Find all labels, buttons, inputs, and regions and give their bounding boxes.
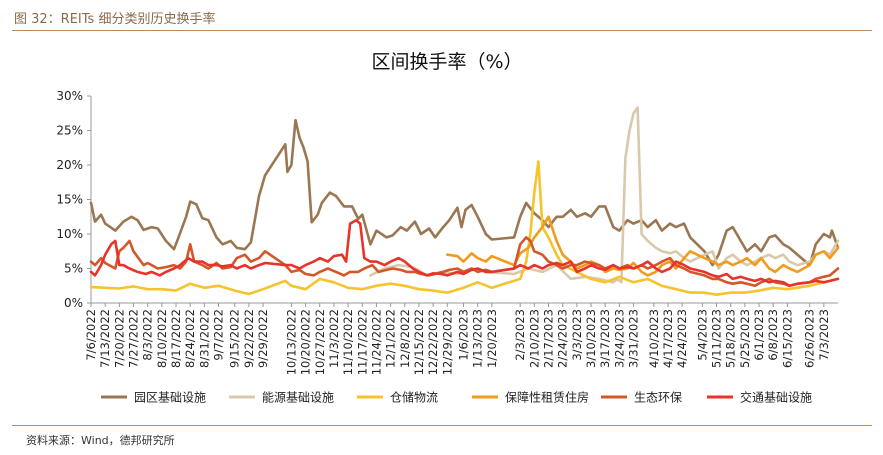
x-tick-label: 8/17/2022 [169, 309, 183, 368]
legend-label: 能源基础设施 [262, 391, 334, 405]
series-line [446, 215, 840, 277]
x-tick-label: 8/3/2022 [141, 309, 155, 361]
x-tick-label: 4/10/2023 [647, 309, 661, 368]
x-tick-label: 3/17/2023 [598, 309, 612, 368]
x-tick-label: 6/1/2023 [752, 309, 766, 361]
x-tick-label: 2/24/2023 [556, 309, 570, 368]
title-divider [12, 30, 872, 31]
x-tick-label: 4/24/2023 [675, 309, 689, 368]
axes: 0% 5% 10% 15% 20% 25% 30% 7/6/2022 7/13/2022 7/20… [56, 89, 838, 375]
x-tick-label: 8/10/2022 [155, 309, 169, 368]
x-tick-label: 12/22/2022 [426, 309, 440, 375]
x-tick-label: 2/3/2023 [513, 309, 527, 361]
footer-divider [12, 425, 872, 426]
x-tick-label: 6/26/2023 [803, 309, 817, 368]
y-tick-label: 20% [56, 158, 83, 172]
series-line [89, 160, 840, 296]
x-tick-label: 12/8/2022 [398, 309, 412, 368]
y-tick-label: 10% [56, 227, 83, 241]
series-line [369, 106, 840, 284]
figure-title: 图 32：REITs 细分类别历史换手率 [14, 12, 216, 27]
x-tick-label: 7/20/2022 [112, 309, 126, 368]
x-tick-label: 1/6/2023 [456, 309, 470, 361]
legend-label: 生态环保 [634, 391, 682, 405]
series-lines [89, 106, 840, 296]
y-tick-label: 0% [64, 296, 83, 310]
x-tick-label: 6/15/2023 [780, 309, 794, 368]
legend-label: 仓储物流 [390, 390, 438, 405]
x-tick-label: 7/27/2022 [127, 309, 141, 368]
legend-label: 保障性租赁住房 [505, 390, 589, 405]
x-tick-label: 9/29/2022 [256, 309, 270, 368]
x-tick-label: 8/31/2022 [197, 309, 211, 368]
x-tick-label: 7/3/2023 [817, 309, 831, 361]
y-tick-label: 25% [56, 124, 83, 138]
x-tick-label: 1/20/2023 [485, 309, 499, 368]
x-tick-label: 1/13/2023 [471, 309, 485, 368]
x-tick-label: 7/6/2022 [84, 309, 98, 361]
x-tick-label: 12/15/2022 [412, 309, 426, 375]
legend-label: 交通基础设施 [740, 390, 812, 405]
x-tick-label: 9/15/2022 [228, 309, 242, 368]
x-tick-label: 5/4/2023 [695, 309, 709, 361]
x-tick-label: 2/10/2023 [527, 309, 541, 368]
x-tick-label: 3/10/2023 [584, 309, 598, 368]
x-tick-label: 11/10/2022 [341, 309, 355, 375]
x-tick-label: 10/13/2022 [284, 309, 298, 375]
x-tick-label: 3/31/2023 [627, 309, 641, 368]
x-tick-label: 9/7/2022 [212, 309, 226, 361]
y-tick-label: 5% [64, 262, 83, 276]
x-tick-label: 11/24/2022 [369, 309, 383, 375]
chart-title: 区间换手率（%） [371, 51, 522, 73]
x-tick-label: 6/8/2023 [766, 309, 780, 361]
x-tick-label: 5/11/2023 [710, 309, 724, 368]
x-tick-label: 9/22/2022 [242, 309, 256, 368]
y-tick-label: 15% [56, 193, 83, 207]
x-tick-label: 3/3/2023 [570, 309, 584, 361]
x-tick-label: 12/29/2022 [440, 309, 454, 375]
x-tick-label: 5/18/2023 [724, 309, 738, 368]
legend-label: 园区基础设施 [134, 391, 206, 405]
x-tick-label: 4/17/2023 [661, 309, 675, 368]
turnover-line-chart: 区间换手率（%） 0% 5% 10% 15% 20% 25% 30% 7/6/2022 7/13… [56, 51, 840, 405]
x-tick-label: 2/17/2023 [542, 309, 556, 368]
x-tick-label: 12/1/2022 [384, 309, 398, 368]
legend: 园区基础设施 能源基础设施 仓储物流 保障性租赁住房 生态环保 交通基础设施 [101, 390, 812, 405]
series-line [89, 218, 840, 288]
series-line [89, 118, 840, 267]
x-tick-label: 3/24/2023 [612, 309, 626, 368]
y-tick-label: 30% [56, 89, 83, 103]
x-tick-label: 10/20/2022 [299, 309, 313, 375]
x-tick-label: 11/3/2022 [327, 309, 341, 368]
x-tick-label: 8/24/2022 [183, 309, 197, 368]
source-note: 资料来源：Wind，德邦研究所 [26, 434, 175, 447]
x-tick-label: 5/25/2023 [738, 309, 752, 368]
x-tick-label: 11/17/2022 [355, 309, 369, 375]
x-tick-label: 7/13/2022 [98, 309, 112, 368]
x-tick-label: 10/27/2022 [313, 309, 327, 375]
